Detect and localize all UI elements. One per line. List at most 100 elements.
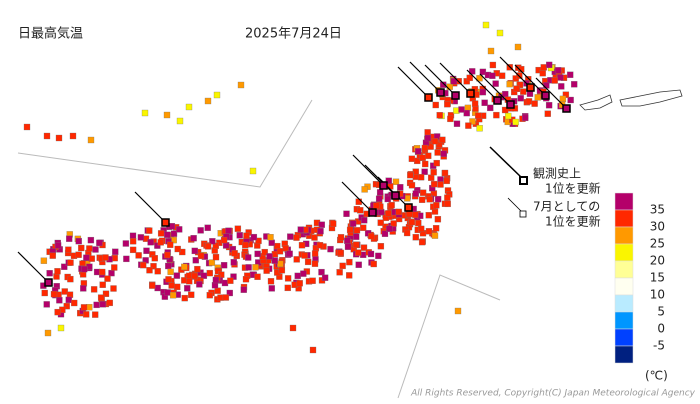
station-marker [222,294,230,301]
station-marker [67,259,74,266]
station-marker [284,284,291,292]
station-marker [339,262,346,270]
station-marker [355,249,362,256]
station-marker [168,282,175,289]
legend-label: 1位を更新 [545,214,601,229]
station-marker [403,229,411,237]
record-leader [341,181,373,213]
station-marker [165,276,172,283]
station-marker [214,267,222,275]
inset-border [397,274,501,399]
station-marker [67,275,74,283]
station-marker [140,261,147,269]
copyright: All Rights Reserved, Copyright(C) Japan … [410,389,696,399]
station-marker [137,234,145,241]
station-marker [436,112,443,119]
station-marker [222,242,230,249]
station-marker [80,304,88,311]
record-leader [535,77,567,109]
record-marker [368,208,377,217]
station-marker [191,247,198,255]
scale-label: 0 [657,322,665,336]
station-marker [558,83,565,90]
station-marker [421,144,429,152]
station-marker [327,245,334,253]
station-marker [170,230,178,237]
station-marker [551,77,558,84]
station-marker [176,226,183,233]
station-marker [469,118,476,125]
station-marker [349,220,357,227]
station-marker [99,301,107,308]
station-marker [318,268,325,276]
station-marker [377,219,384,226]
station-marker [406,210,413,218]
station-marker [375,252,382,260]
record-marker [161,218,170,227]
station-marker [407,171,414,179]
station-marker [418,196,426,203]
station-marker [492,80,499,87]
station-marker [150,263,157,270]
record-marker [404,203,413,212]
station-marker [108,269,115,277]
station-marker [476,125,483,132]
scale-unit: (℃) [645,369,668,383]
station-marker [254,273,261,280]
record-leader [514,64,546,96]
station-marker [458,106,465,113]
station-marker [385,210,392,217]
station-marker [277,260,284,268]
station-marker [44,329,52,337]
station-marker [311,234,318,241]
station-marker [554,67,562,74]
record-marker [44,278,53,287]
station-marker [397,184,404,191]
station-marker [419,189,427,196]
station-marker [502,90,509,98]
station-marker [390,220,397,227]
station-marker [147,239,154,246]
station-marker [439,136,446,144]
station-marker [300,270,307,277]
scale-swatch [614,243,634,262]
station-marker [250,233,258,241]
station-marker [169,292,177,299]
station-marker [471,100,479,107]
record-marker [436,88,445,97]
station-marker [135,252,142,259]
station-marker [476,75,483,82]
station-marker [23,123,31,131]
station-marker [78,244,85,252]
station-marker [240,286,247,293]
station-marker [206,269,213,277]
station-marker [287,233,294,240]
station-marker [437,181,444,188]
station-marker [432,101,439,109]
station-marker [408,182,416,189]
station-marker [489,72,496,79]
station-marker [337,249,344,257]
station-marker [234,225,242,232]
station-marker [304,258,312,266]
station-marker [55,134,63,142]
station-marker [317,227,324,235]
station-marker [50,290,58,298]
station-marker [425,212,432,219]
station-marker [225,227,232,234]
station-marker [284,275,292,282]
station-marker [261,248,268,256]
station-marker [129,232,137,239]
record-marker [391,191,400,200]
station-marker [361,217,368,224]
station-marker [110,285,117,292]
station-marker [185,103,193,111]
station-marker [298,242,306,249]
station-marker [444,194,451,201]
station-marker [167,241,174,248]
legend-label: 7月としての [533,200,600,214]
station-marker [415,219,422,227]
station-marker [278,267,286,274]
scale-label: 15 [650,271,665,285]
